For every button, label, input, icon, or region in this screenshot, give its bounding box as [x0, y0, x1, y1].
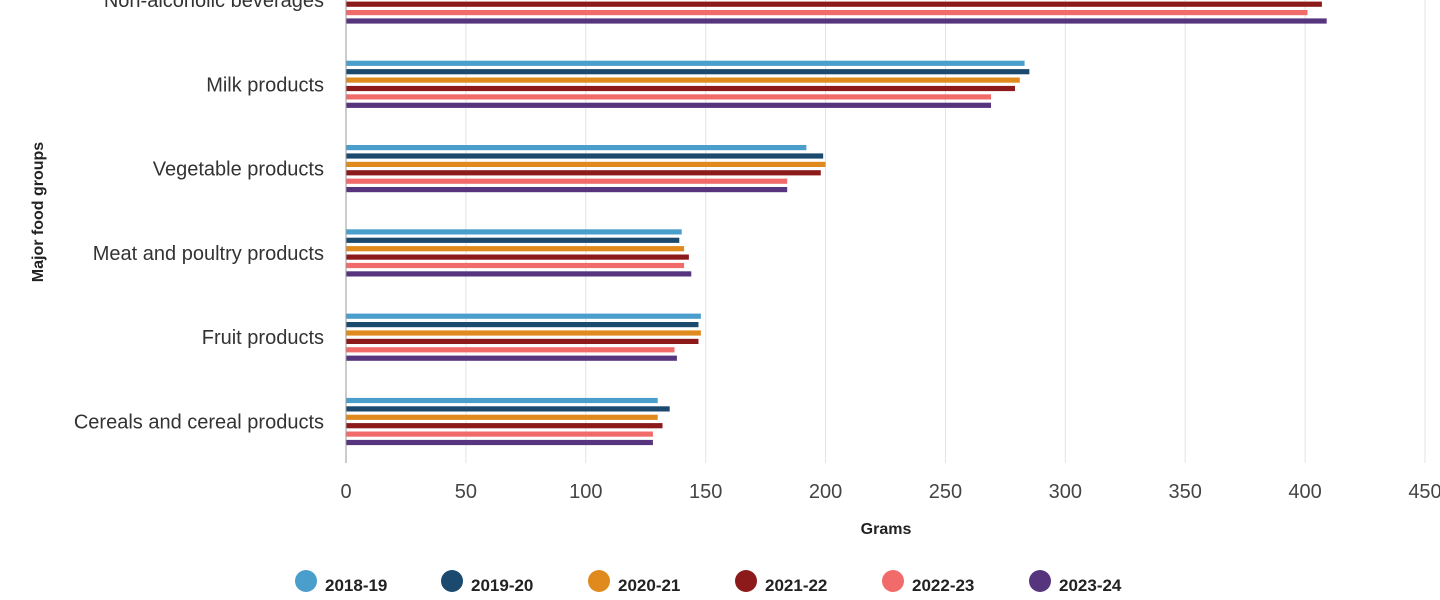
legend-label: 2018-19	[325, 576, 387, 595]
legend-label: 2021-22	[765, 576, 827, 595]
legend-marker	[588, 570, 610, 592]
x-tick-label: 300	[1049, 481, 1082, 503]
legend-label: 2019-20	[471, 576, 533, 595]
bar	[346, 397, 658, 404]
x-tick-label: 100	[569, 481, 602, 503]
bar	[346, 60, 1025, 66]
bar	[346, 102, 992, 108]
legend-item[interactable]: 2022-23	[882, 570, 974, 595]
category-label: Non-alcoholic beverages	[104, 0, 324, 12]
x-tick-label: 400	[1288, 481, 1321, 503]
category-labels: Non-alcoholic beverages Milk products Vege…	[74, 0, 324, 434]
gridlines	[465, 0, 1426, 463]
legend-marker	[735, 570, 757, 592]
legend-item[interactable]: 2020-21	[588, 570, 680, 595]
bar	[346, 423, 663, 429]
x-tick-label: 0	[340, 481, 351, 503]
bar	[346, 431, 653, 437]
legend-marker	[441, 570, 463, 592]
x-tick-label: 450	[1408, 481, 1440, 503]
x-tick-label: 50	[455, 481, 477, 503]
legend-marker	[1029, 570, 1051, 592]
bar	[346, 254, 689, 260]
x-tick-label: 250	[929, 481, 962, 503]
bar	[346, 246, 685, 252]
category-label: Vegetable products	[153, 159, 324, 181]
bar	[346, 187, 788, 193]
legend: 2018-19 2019-20 2020-21 2021-22 2022-23 2023-…	[295, 570, 1122, 595]
legend-label: 2023-24	[1059, 576, 1122, 595]
bar	[346, 161, 826, 167]
bar	[346, 439, 653, 446]
bar	[346, 237, 680, 243]
legend-label: 2022-23	[912, 576, 974, 595]
category-label: Fruit products	[202, 327, 324, 349]
category-label: Meat and poultry products	[93, 243, 324, 265]
x-tick-label: 350	[1169, 481, 1202, 503]
bar	[346, 262, 685, 269]
x-tick-label: 150	[689, 481, 722, 503]
category-label: Milk products	[206, 74, 324, 96]
bar	[346, 330, 701, 336]
category-label: Cereals and cereal products	[74, 412, 324, 434]
bar	[346, 355, 677, 361]
bar	[346, 69, 1030, 75]
bar	[346, 18, 1327, 24]
x-tick-label: 200	[809, 481, 842, 503]
bar	[346, 338, 699, 344]
bar	[346, 322, 699, 328]
legend-item[interactable]: 2021-22	[735, 570, 827, 595]
x-tick-labels: 0 50 100 150 200 250 300 350 400 450	[340, 481, 1440, 503]
bar	[346, 153, 824, 159]
bar	[346, 10, 1308, 16]
bar	[346, 313, 701, 319]
bar	[346, 406, 670, 412]
bar	[346, 271, 692, 277]
bar	[346, 1, 1322, 7]
legend-item[interactable]: 2019-20	[441, 570, 533, 595]
legend-marker	[882, 570, 904, 592]
legend-label: 2020-21	[618, 576, 680, 595]
x-axis-title: Grams	[861, 521, 912, 538]
bar	[346, 170, 821, 176]
bar	[346, 94, 992, 100]
bar	[346, 414, 658, 420]
bar	[346, 347, 675, 353]
legend-item[interactable]: 2018-19	[295, 570, 387, 595]
legend-item[interactable]: 2023-24	[1029, 570, 1122, 595]
bar	[346, 178, 788, 184]
y-axis-title: Major food groups	[30, 142, 47, 283]
bar	[346, 229, 682, 235]
bar	[346, 85, 1015, 92]
bar	[346, 77, 1020, 83]
bar	[346, 145, 807, 151]
legend-marker	[295, 570, 317, 592]
bars	[346, 1, 1327, 446]
